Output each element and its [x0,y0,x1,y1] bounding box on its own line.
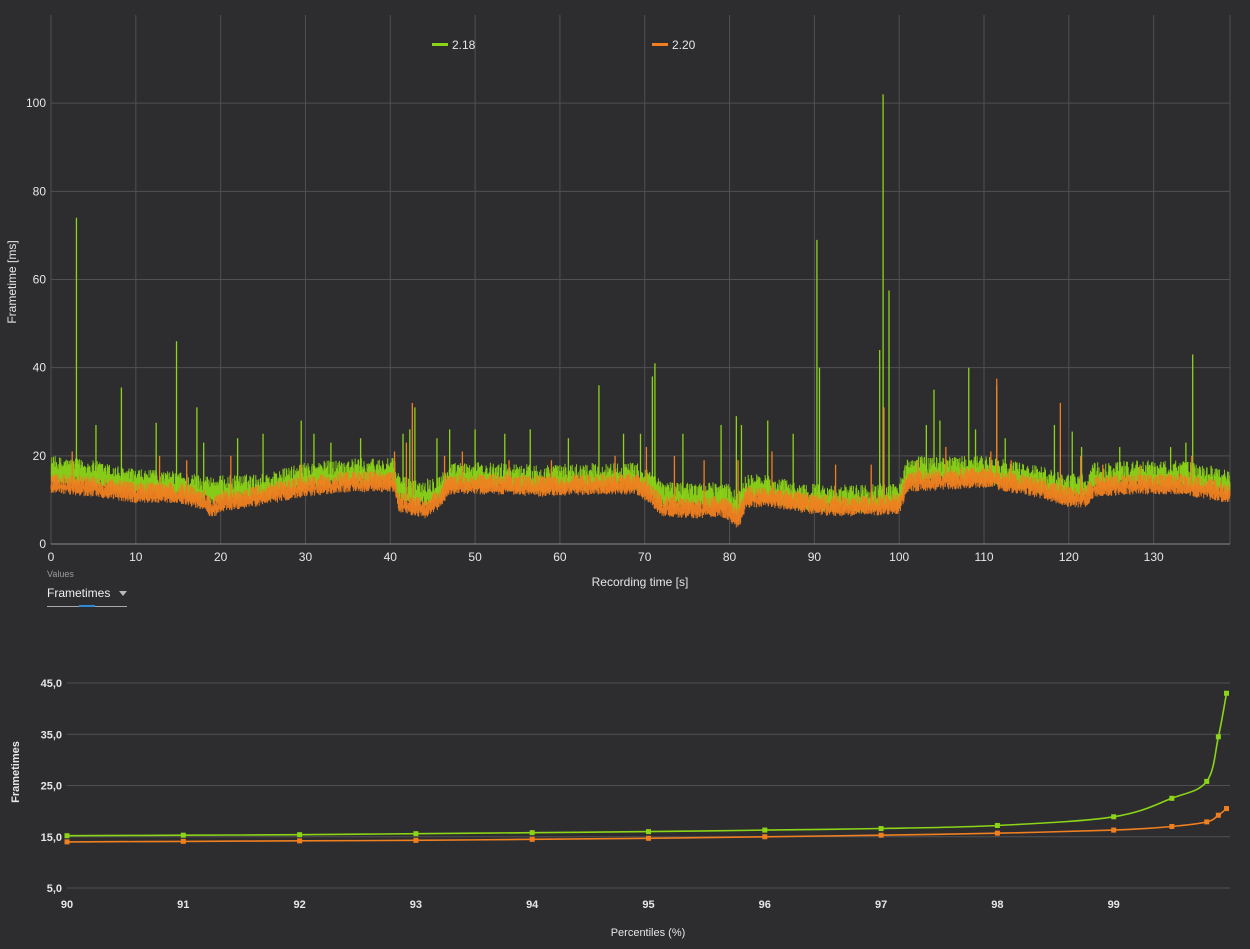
percentile-point-2.18 [180,832,186,838]
x-tick-label: 30 [299,550,313,564]
percentile-series [64,690,1230,845]
percentile-point-2.18 [994,822,1000,828]
frametime-axes: 0 10 20 30 40 50 60 70 80 90 100 110 120 130 0 20 40 60 80… [26,96,1230,564]
percentile-axes: 5,0 15,0 25,0 35,0 45,0 90 91 92 93 94 95 96 97 98 99 [41,678,1120,911]
x-tick-label: 93 [410,899,422,911]
percentile-point-2.20 [1224,806,1230,812]
values-dropdown[interactable]: Frametimes [47,584,127,607]
x-tick-label: 0 [48,550,55,564]
x-tick-label: 90 [808,550,822,564]
y-tick-label: 45,0 [41,678,62,690]
y-tick-label: 80 [33,184,47,198]
percentile-point-2.18 [878,826,884,832]
frametime-chart: 0 10 20 30 40 50 60 70 80 90 100 110 120 130 0 20 40 60 80… [5,15,1231,589]
y-tick-label: 100 [26,96,46,110]
percentile-chart: 5,015,025,035,045,090 91 92 93 94 95 96 97 98 99 … [10,678,1230,939]
x-axis-label-percentiles: Percentiles (%) [611,927,686,939]
x-tick-label: 50 [468,550,482,564]
percentile-point-2.18 [762,827,768,833]
x-tick-label: 94 [526,899,539,911]
legend-label: 2.20 [672,38,696,52]
y-tick-label: 5,0 [47,883,62,895]
percentile-point-2.20 [1215,812,1221,818]
percentile-point-2.18 [1215,734,1221,740]
x-tick-label: 97 [875,899,887,911]
percentile-point-2.18 [1111,814,1117,820]
y-tick-label: 35,0 [41,729,62,741]
percentile-point-2.20 [180,838,186,844]
frametime-grid [50,15,1231,544]
series-trace-2.20 [50,467,1231,528]
x-tick-label: 95 [642,899,654,911]
percentile-point-2.20 [878,832,884,838]
percentile-point-2.20 [1111,827,1117,833]
x-tick-label: 90 [61,899,73,911]
y-tick-label: 0 [39,537,46,551]
x-tick-label: 40 [384,550,398,564]
percentile-line-2.18 [66,693,1228,837]
percentile-point-2.18 [1224,690,1230,696]
percentile-point-2.18 [64,833,70,839]
percentile-point-2.20 [1204,819,1210,825]
frametime-legend: 2.18 2.20 [432,38,696,52]
dropdown-accent [79,605,95,607]
y-tick-label: 25,0 [41,781,62,793]
percentile-point-2.18 [1204,778,1210,784]
values-label: Values [47,569,74,579]
x-tick-label: 10 [129,550,143,564]
x-tick-label: 99 [1108,899,1120,911]
x-tick-label: 98 [991,899,1003,911]
y-tick-label: 20 [33,449,47,463]
percentile-point-2.18 [413,831,419,837]
percentile-point-2.20 [413,837,419,843]
percentile-point-2.20 [529,836,535,842]
x-tick-label: 120 [1059,550,1079,564]
x-tick-label: 70 [638,550,652,564]
percentile-point-2.20 [762,834,768,840]
percentile-point-2.20 [1169,824,1175,829]
x-axis-label: Recording time [s] [592,575,689,589]
x-tick-label: 91 [177,899,189,911]
percentile-grid [67,682,1230,889]
percentile-point-2.18 [529,830,535,836]
percentile-point-2.18 [646,829,651,835]
legend-swatch [652,43,668,46]
x-tick-label: 20 [214,550,228,564]
x-tick-label: 92 [293,899,305,911]
percentile-point-2.20 [646,835,651,841]
y-tick-label: 60 [33,273,47,287]
legend-swatch [432,43,448,46]
y-axis-label-frametimes: Frametimes [10,741,22,803]
y-tick-label: 15,0 [41,832,62,844]
y-tick-label: 40 [33,361,47,375]
x-tick-label: 80 [723,550,737,564]
percentile-point-2.18 [297,832,303,838]
y-axis-label: Frametime [ms] [5,240,19,323]
x-tick-label: 110 [974,550,993,564]
percentile-point-2.20 [994,830,1000,836]
legend-label: 2.18 [452,38,476,52]
values-dropdown-text: Frametimes [47,586,111,600]
x-tick-label: 100 [889,550,909,564]
percentile-point-2.20 [64,839,70,845]
x-tick-label: 60 [553,550,567,564]
percentile-point-2.18 [1169,795,1175,801]
percentile-point-2.20 [297,838,303,844]
chevron-down-icon [119,591,127,596]
x-tick-label: 96 [759,899,771,911]
x-tick-label: 130 [1144,550,1164,564]
frametime-series [50,94,1231,528]
